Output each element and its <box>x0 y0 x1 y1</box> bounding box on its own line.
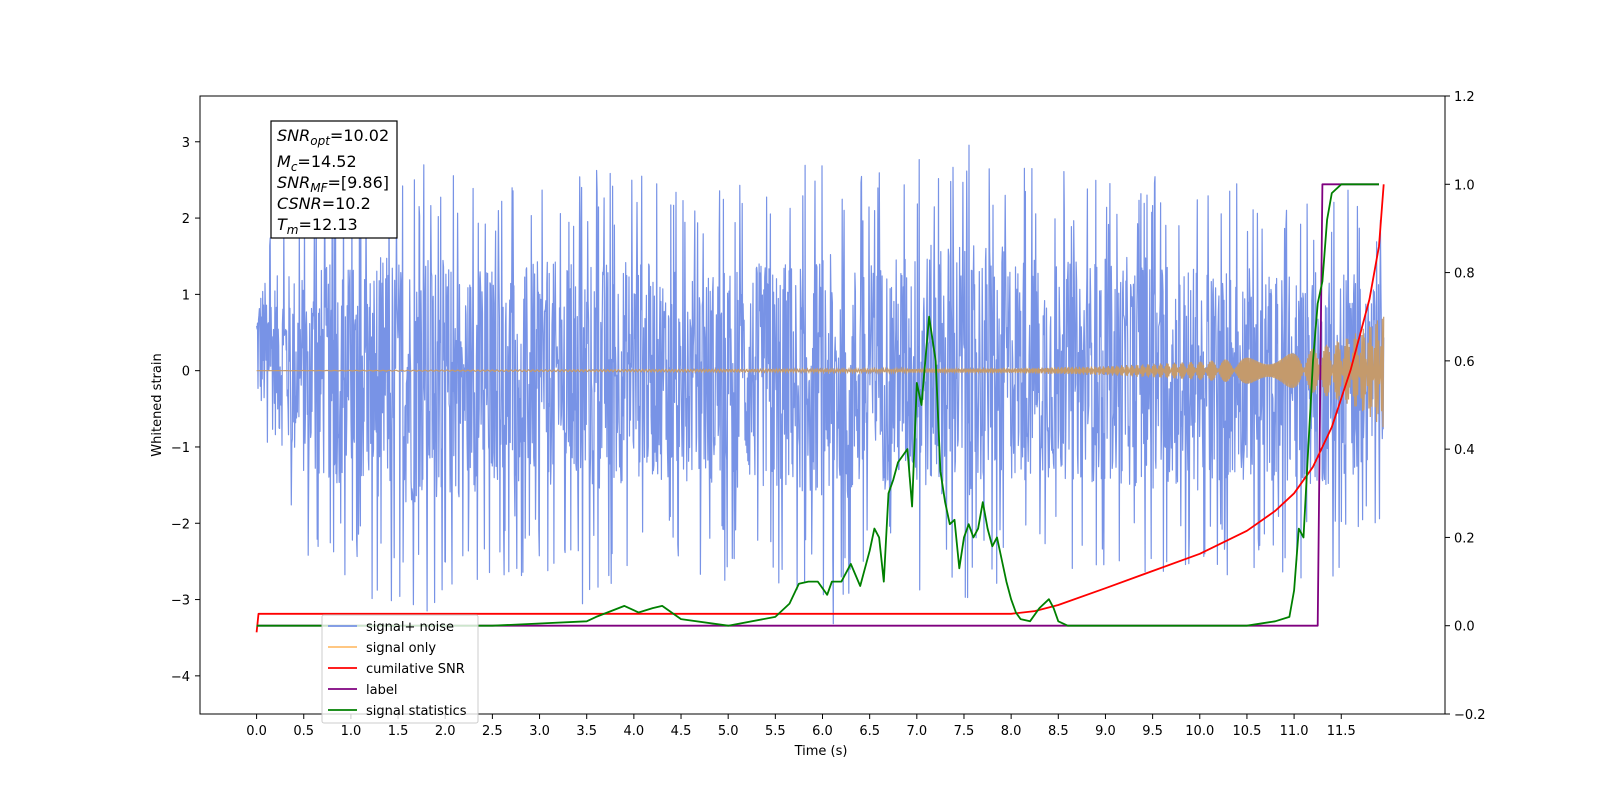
series-signal-only <box>256 316 1385 428</box>
annotation-snr-mf: SNRMF=[9.86] <box>277 173 389 195</box>
x-tick-label: 2.0 <box>435 724 456 739</box>
x-tick-label: 11.0 <box>1280 724 1309 739</box>
x-tick-label: 10.5 <box>1232 724 1261 739</box>
x-tick-label: 11.5 <box>1327 724 1356 739</box>
x-tick-label: 3.0 <box>529 724 550 739</box>
x-tick-label: 3.5 <box>576 724 597 739</box>
y-axis-right: 1.2 1.0 0.8 0.6 0.4 0.2 0.0 −0.2 <box>1445 90 1486 723</box>
x-tick-label: 8.0 <box>1001 724 1022 739</box>
legend-label-signal-noise: signal+ noise <box>366 620 454 635</box>
x-tick-label: 7.0 <box>906 724 927 739</box>
y2-tick-label: 0.4 <box>1454 443 1475 458</box>
x-tick-label: 5.0 <box>718 724 739 739</box>
y2-tick-label: 0.0 <box>1454 620 1475 635</box>
y-tick-label: −1 <box>171 441 190 456</box>
x-tick-label: 5.5 <box>765 724 786 739</box>
legend-label-signal-statistics: signal statistics <box>366 704 467 719</box>
legend-label-cumulative-snr: cumilative SNR <box>366 662 465 677</box>
x-tick-label: 1.5 <box>388 724 409 739</box>
annotation-snr-opt: SNRopt=10.02 <box>277 126 389 148</box>
series-signal-statistics <box>256 183 1379 627</box>
x-tick-label: 6.5 <box>859 724 880 739</box>
series-layer <box>255 144 1385 633</box>
legend-label-label-only: label only <box>366 683 429 698</box>
x-tick-label: 7.5 <box>954 724 975 739</box>
y-axis-title: Whitened strain <box>150 353 165 456</box>
legend: signal+ noise signal only cumilative SNR… <box>321 614 479 724</box>
x-tick-label: 0.0 <box>246 724 267 739</box>
y-tick-label: 3 <box>182 136 190 151</box>
y-tick-label: −2 <box>171 517 190 532</box>
x-tick-label: 2.5 <box>482 724 503 739</box>
y-tick-label: −4 <box>171 670 190 685</box>
y2-tick-label: 0.6 <box>1454 355 1475 370</box>
x-tick-label: 1.0 <box>341 724 362 739</box>
y-tick-label: −3 <box>171 594 190 609</box>
y-axis-left: 3 2 1 0 −1 −2 −3 −4 <box>171 136 200 685</box>
annotation-mc: Mc=14.52 <box>277 152 357 174</box>
x-tick-label: 10.0 <box>1185 724 1214 739</box>
series-cumulative-snr <box>255 184 1385 633</box>
y2-tick-label: 0.2 <box>1454 531 1475 546</box>
legend-label-label: label <box>366 683 397 698</box>
x-tick-label: 4.5 <box>671 724 692 739</box>
y2-tick-label: 1.2 <box>1454 90 1475 105</box>
x-tick-label: 6.0 <box>812 724 833 739</box>
x-tick-label: 9.5 <box>1142 724 1163 739</box>
x-tick-label: 9.0 <box>1095 724 1116 739</box>
y2-tick-label: −0.2 <box>1454 708 1486 723</box>
y2-tick-label: 1.0 <box>1454 178 1475 193</box>
x-tick-label: 8.5 <box>1048 724 1069 739</box>
annotation-box: SNRopt=10.02 Mc=14.52 SNRMF=[9.86] CSNR=… <box>270 120 398 239</box>
series-signal-noise <box>256 144 1385 625</box>
x-axis: 0.0 0.5 1.0 1.5 2.0 2.5 3.0 3.5 4.0 4.5 5.0 5.5 6.0 6… <box>246 714 1356 739</box>
x-tick-label: 4.0 <box>624 724 645 739</box>
x-axis-title: Time (s) <box>794 744 848 759</box>
y-tick-label: 1 <box>182 288 190 303</box>
annotation-csnr: CSNR=10.2 <box>277 194 371 213</box>
y-tick-label: 2 <box>182 212 190 227</box>
legend-label-signal-only: signal only <box>366 641 436 656</box>
x-tick-label: 0.5 <box>293 724 314 739</box>
y-tick-label: 0 <box>182 365 190 380</box>
annotation-tm: Tm=12.13 <box>277 215 358 237</box>
y2-tick-label: 0.8 <box>1454 267 1475 282</box>
